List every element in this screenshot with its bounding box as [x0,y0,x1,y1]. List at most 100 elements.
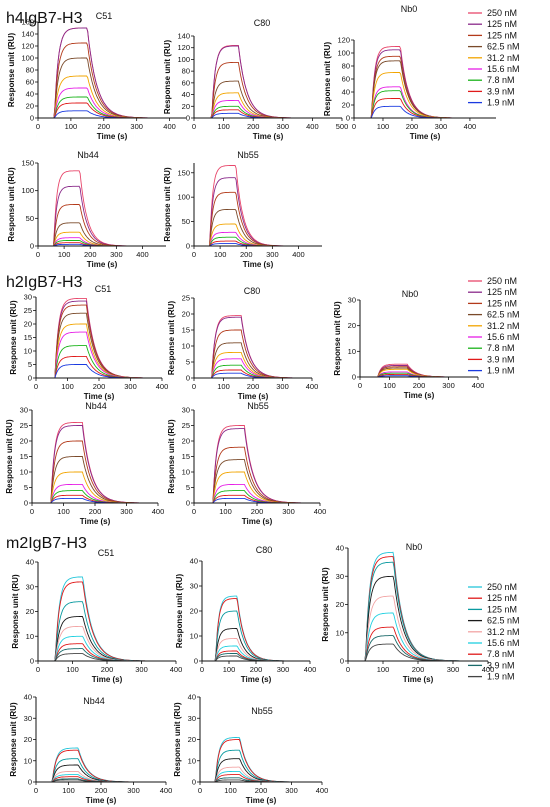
x-tick-label: 400 [163,122,176,131]
x-tick-label: 100 [62,786,75,795]
series-line [194,208,322,247]
y-tick-label: 40 [24,693,32,702]
x-tick-label: 0 [30,507,34,516]
y-axis-label: Response unit (RU) [11,574,20,649]
y-tick-label: 150 [21,159,34,168]
x-tick-label: 200 [95,786,108,795]
y-tick-label: 25 [182,421,190,430]
legend-label: 62.5 nM [487,310,520,320]
legend-label: 250 nM [487,8,517,18]
series-line [194,165,322,247]
x-tick-label: 400 [160,786,173,795]
x-tick-label: 100 [61,382,74,391]
y-axis-label: Response unit (RU) [5,419,14,494]
x-tick-label: 100 [58,250,71,259]
y-tick-label: 0 [30,657,34,666]
x-tick-label: 300 [110,250,123,259]
x-tick-label: 0 [358,381,362,390]
x-tick-label: 300 [127,786,140,795]
x-tick-label: 100 [217,382,230,391]
x-tick-label: 200 [84,250,97,259]
y-tick-label: 20 [26,607,34,616]
y-tick-label: 5 [28,360,32,369]
x-tick-label: 0 [346,665,350,674]
series-line [202,610,310,662]
y-tick-label: 40 [26,558,34,567]
legend-label: 250 nM [487,582,517,592]
y-tick-label: 15 [182,326,190,335]
y-tick-label: 0 [186,499,190,508]
y-axis-label: Response unit (RU) [9,702,18,777]
chart-panel: Nb44 0 50 100 150 0 100 200 300 400 Time (s) Respon… [7,150,166,269]
y-tick-label: 20 [336,600,344,609]
plot-title: C51 [98,548,115,558]
x-tick-label: 400 [292,250,305,259]
legend-label: 15.6 nM [487,64,520,74]
x-tick-label: 0 [192,250,196,259]
x-tick-label: 200 [251,507,264,516]
x-tick-label: 300 [435,122,448,131]
legend-label: 250 nM [487,276,517,286]
y-axis-label: Response unit (RU) [173,702,182,777]
plot-title: Nb0 [402,289,419,299]
legend-label: 1.9 nM [487,98,515,108]
y-tick-label: 0 [186,114,190,123]
y-tick-label: 20 [24,735,32,744]
x-axis-label: Time (s) [246,796,277,805]
x-tick-label: 200 [89,507,102,516]
series-line [194,45,342,119]
series-line [348,575,488,662]
series-line [194,44,342,119]
legend-label: 7.8 nM [487,75,515,85]
legend-label: 125 nM [487,19,517,29]
x-axis-label: Time (s) [86,796,117,805]
y-tick-label: 20 [20,437,28,446]
y-tick-label: 10 [348,347,356,356]
x-tick-label: 400 [306,382,319,391]
series-line [38,581,176,662]
y-tick-label: 30 [188,714,196,723]
y-tick-label: 20 [26,102,34,111]
y-tick-label: 5 [186,483,190,492]
y-axis-label: Response unit (RU) [167,419,176,494]
y-tick-label: 100 [177,55,190,64]
legend-label: 31.2 nM [487,321,520,331]
plot-title: Nb44 [77,150,99,160]
y-axis-label: Response unit (RU) [9,300,18,375]
legend-label: 62.5 nM [487,42,520,52]
x-axis-label: Time (s) [87,260,118,269]
y-tick-label: 80 [26,66,34,75]
y-tick-label: 5 [186,358,190,367]
y-tick-label: 15 [20,452,28,461]
x-tick-label: 100 [377,122,390,131]
x-tick-label: 300 [124,382,137,391]
x-tick-label: 300 [120,507,133,516]
y-tick-label: 40 [26,90,34,99]
x-tick-label: 400 [136,250,149,259]
y-tick-label: 0 [194,657,198,666]
x-tick-label: 200 [247,122,260,131]
y-tick-label: 5 [24,483,28,492]
y-tick-label: 0 [186,242,190,251]
y-tick-label: 10 [188,756,196,765]
y-tick-label: 100 [21,54,34,63]
x-tick-label: 100 [65,122,78,131]
legend-label: 1.9 nM [487,366,515,376]
x-axis-label: Time (s) [242,517,273,526]
legend-label: 3.9 nM [487,660,515,670]
x-tick-label: 400 [156,382,169,391]
x-axis-label: Time (s) [241,675,272,684]
x-tick-label: 0 [192,507,196,516]
legend-label: 7.8 nM [487,649,515,659]
y-tick-label: 30 [182,406,190,415]
x-axis-label: Time (s) [80,517,111,526]
series-line [38,170,166,247]
y-tick-label: 30 [348,296,356,305]
chart-panel: Nb0 0 20 40 60 80 100 120 0 100 200 300 400 Time (s) R… [323,4,496,141]
x-tick-label: 0 [200,665,204,674]
plot-title: C80 [256,545,273,555]
x-tick-label: 300 [277,665,290,674]
x-tick-label: 400 [306,122,319,131]
